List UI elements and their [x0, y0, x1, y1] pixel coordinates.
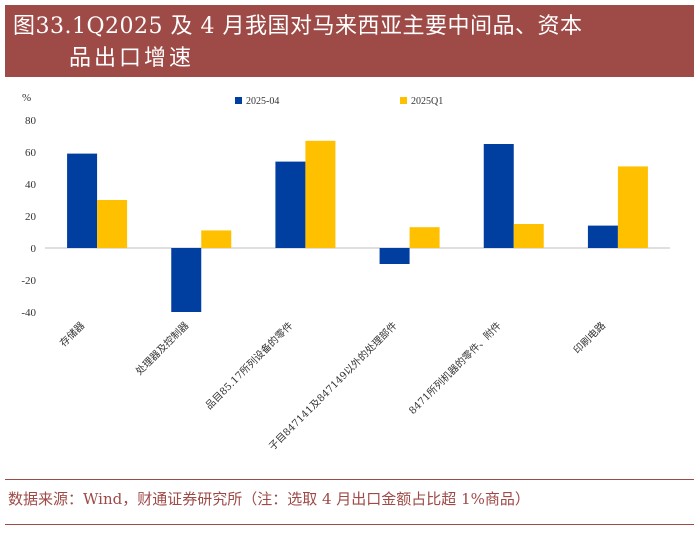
- bar-2025-04-4: [483, 144, 514, 248]
- bar-2025-04-5: [587, 225, 618, 248]
- bar-2025-04-1: [171, 248, 202, 312]
- bar-2025-04-0: [67, 153, 98, 248]
- source-note: 数据来源：Wind，财通证券研究所（注：选取 4 月出口金额占比超 1%商品）: [8, 490, 530, 508]
- y-tick-label: 60: [25, 147, 37, 159]
- y-tick-label: 40: [25, 179, 37, 191]
- bar-2025q1-5: [617, 166, 648, 248]
- bar-2025q1-3: [409, 227, 440, 248]
- chart-title-line1: 图33.1Q2025 及 4 月我国对马来西亚主要中间品、资本: [13, 14, 583, 39]
- x-category-label: 印刷电路: [571, 319, 608, 356]
- legend-swatch-1: [400, 97, 407, 104]
- x-category-label: 品目85.17所列设备的零件: [202, 319, 295, 412]
- x-category-label: 8471所列机器的零件、附件: [406, 319, 504, 417]
- x-category-label: 子目847141及847149以外的处理部件: [266, 319, 400, 453]
- legend-label-0: 2025-04: [246, 96, 279, 107]
- bar-2025q1-0: [97, 200, 128, 248]
- y-axis-unit-label: %: [22, 92, 31, 104]
- x-category-label: 存储器: [57, 319, 87, 349]
- y-tick-label: -40: [21, 307, 36, 319]
- bar-2025q1-1: [201, 230, 232, 248]
- legend-swatch-0: [235, 97, 242, 104]
- source-divider: [5, 479, 694, 480]
- bottom-divider: [5, 524, 694, 525]
- bar-2025-04-3: [379, 248, 410, 264]
- title-bar: 图33.1Q2025 及 4 月我国对马来西亚主要中间品、资本 品出口增速: [5, 5, 694, 77]
- bar-2025q1-4: [513, 224, 544, 248]
- bar-2025-04-2: [275, 161, 306, 248]
- chart-title-line2: 品出口增速: [69, 46, 195, 71]
- legend-label-1: 2025Q1: [411, 96, 443, 107]
- chart: % -40 -20 0 20 40 60 80 存储器 处理器及控制器 品目85.17所列设备的零件…: [21, 92, 670, 453]
- y-tick-label: 20: [25, 211, 37, 223]
- bar-2025q1-2: [305, 140, 336, 248]
- y-tick-label: -20: [21, 275, 36, 287]
- x-category-label: 处理器及控制器: [133, 319, 192, 378]
- y-tick-label: 0: [31, 243, 37, 255]
- y-tick-label: 80: [25, 115, 37, 127]
